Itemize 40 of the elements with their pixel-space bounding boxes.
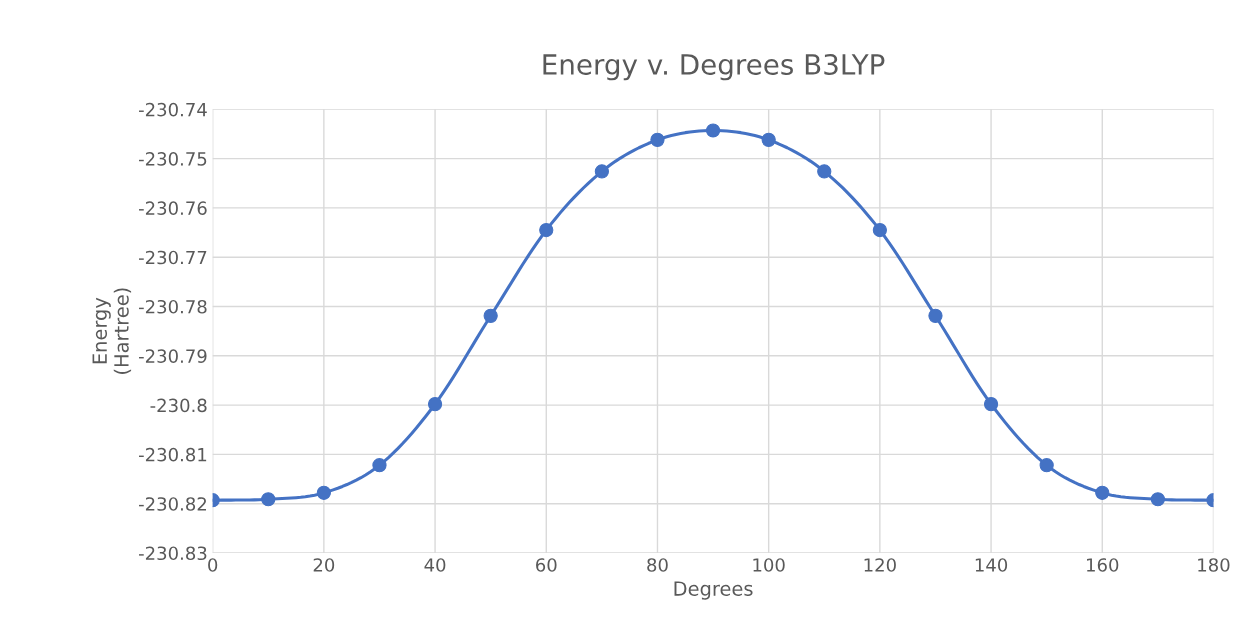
chart-title: Energy v. Degrees B3LYP: [543, 53, 885, 81]
x-tick-label: 120: [864, 558, 896, 572]
x-tick-label: 20: [313, 558, 335, 572]
point: [761, 132, 776, 147]
y-axis-title: Energy (Hartree): [92, 288, 132, 374]
x-tick-label: 160: [1087, 558, 1119, 572]
point: [983, 396, 999, 412]
point: [1150, 492, 1165, 507]
x-axis-title: Degrees: [674, 581, 753, 600]
point: [427, 396, 443, 412]
y-tick-label: -230.77: [139, 250, 207, 265]
point: [705, 123, 721, 138]
y-tick-label: -230.76: [139, 201, 207, 216]
point: [539, 222, 554, 238]
x-tick-label: 60: [536, 558, 557, 572]
y-tick-label: -230.83: [139, 546, 207, 561]
y-tick-label: -230.82: [139, 497, 206, 511]
point: [872, 222, 887, 238]
point: [928, 308, 943, 323]
y-tick-label: -230.8: [150, 398, 207, 413]
point: [261, 492, 276, 507]
point: [817, 164, 832, 179]
x-tick-label: 100: [753, 558, 785, 572]
point: [650, 132, 665, 147]
y-tick-label: -230.79: [139, 349, 207, 363]
y-tick-label: -230.81: [139, 447, 207, 462]
x-tick-label: 180: [1198, 558, 1230, 572]
y-tick-label: -230.78: [139, 299, 207, 314]
point: [1039, 458, 1054, 473]
point: [483, 308, 498, 323]
point: [372, 458, 387, 473]
y-tick-label: -230.74: [139, 102, 207, 117]
point: [594, 164, 609, 179]
x-tick-label: 140: [975, 558, 1008, 572]
x-tick-label: 40: [424, 558, 446, 572]
point: [1095, 485, 1110, 500]
x-tick-label: 0: [208, 558, 218, 572]
x-tick-label: 80: [647, 558, 668, 572]
point: [316, 485, 331, 500]
y-tick-label: -230.75: [139, 152, 207, 166]
